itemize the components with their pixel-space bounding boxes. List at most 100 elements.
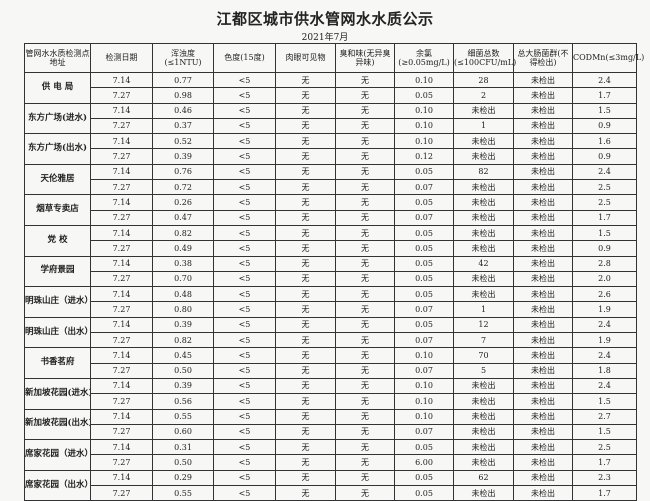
table-cell: 7.27 xyxy=(90,209,153,226)
site-name: 席家花园（进水） xyxy=(24,439,91,471)
table-cell: 6.00 xyxy=(394,454,454,471)
table-row: 党 校 7.14 0.82 <5 无无 0.05 未检出 未检出 1.5 xyxy=(24,224,637,257)
table-cell: 未检出 xyxy=(513,133,573,150)
table-cell: 0.05 xyxy=(394,87,454,104)
table-cell: 0.05 xyxy=(394,240,454,257)
table-cell: <5 xyxy=(213,301,276,318)
table-cell: 未检出 xyxy=(453,133,514,150)
table-cell: 0.77 xyxy=(152,71,214,89)
site-name: 新加坡花园(进水) xyxy=(24,377,91,410)
table-cell: 未检出 xyxy=(513,255,573,272)
table-cell: <5 xyxy=(213,71,276,89)
table-cell: 0.10 xyxy=(394,102,454,119)
table-cell: <5 xyxy=(213,163,276,181)
table-cell: 0.9 xyxy=(572,117,637,135)
column-header: 总大肠菌群(不得检出) xyxy=(513,43,573,73)
table-cell: 未检出 xyxy=(513,377,573,395)
table-cell: 0.05 xyxy=(394,286,454,303)
table-cell: 无 xyxy=(335,148,395,165)
table-cell: 7.27 xyxy=(90,454,153,471)
table-cell: <5 xyxy=(213,270,276,288)
table-cell: <5 xyxy=(213,332,276,349)
table-cell: 未检出 xyxy=(513,469,573,487)
table-cell: 0.56 xyxy=(152,393,214,410)
column-header: 余氯(≥0.05mg/L) xyxy=(394,43,454,73)
table-cell: 0.80 xyxy=(152,301,214,318)
table-cell: 无 xyxy=(335,255,395,272)
table-cell: 1.7 xyxy=(572,485,637,501)
table-cell: 未检出 xyxy=(513,408,573,425)
table-cell: 7.14 xyxy=(90,224,153,242)
table-cell: 未检出 xyxy=(513,194,573,211)
table-cell: 无 xyxy=(335,133,395,150)
table-cell: 未检出 xyxy=(513,362,573,379)
table-row: 7.27 0.49 <5 无无 0.05 未检出 未检出 0.9 xyxy=(25,240,637,257)
table-row: 7.27 0.50 <5 无无 0.07 5 未检出 1.8 xyxy=(25,362,637,379)
table-cell: 0.39 xyxy=(152,316,214,334)
table-cell: 7.27 xyxy=(90,270,153,288)
table-cell: 0.07 xyxy=(394,332,454,349)
table-cell: 无 xyxy=(335,423,395,441)
table-cell: 1 xyxy=(453,301,514,318)
table-cell: 无 xyxy=(275,102,336,119)
table-cell: 7.14 xyxy=(90,316,153,334)
column-header: 浑浊度(≤1NTU) xyxy=(152,43,214,73)
table-cell: 无 xyxy=(335,439,395,456)
table-cell: 无 xyxy=(275,286,336,303)
table-cell: 0.9 xyxy=(572,240,637,257)
table-cell: 2.8 xyxy=(572,255,637,272)
table-cell: 未检出 xyxy=(453,408,514,425)
table-cell: 0.07 xyxy=(394,362,454,379)
table-cell: 7.27 xyxy=(90,423,153,441)
table-cell: <5 xyxy=(213,377,276,395)
table-cell: 无 xyxy=(275,393,336,410)
table-cell: 0.07 xyxy=(394,179,454,196)
table-cell: 未检出 xyxy=(513,240,573,257)
table-cell: 2.5 xyxy=(572,194,637,211)
table-row: 明珠山庄（出水） 7.14 0.39 <5 无无 0.05 12 未检出 2.4 xyxy=(24,316,637,349)
table-cell: 0.39 xyxy=(152,148,214,165)
table-cell: 0.50 xyxy=(152,362,214,379)
table-row: 7.27 0.39 <5 无无 0.12 未检出 未检出 0.9 xyxy=(25,148,637,165)
table-cell: <5 xyxy=(213,87,276,104)
table-row: 7.27 0.60 <5 无无 0.07 未检出 未检出 1.5 xyxy=(25,423,637,441)
table-cell: 无 xyxy=(275,347,336,364)
table-cell: 未检出 xyxy=(513,148,573,165)
table-cell: 7.27 xyxy=(90,393,153,410)
table-cell: 7.27 xyxy=(90,117,153,135)
table-cell: 7.14 xyxy=(90,469,153,487)
table-cell: 1.5 xyxy=(572,423,637,441)
table-cell: 0.07 xyxy=(394,423,454,441)
table-cell: 未检出 xyxy=(453,148,514,165)
table-cell: 70 xyxy=(453,347,514,364)
column-header: 细菌总数(≤100CFU/mL) xyxy=(453,43,516,73)
table-cell: <5 xyxy=(213,469,276,487)
table-cell: 7 xyxy=(453,332,514,349)
table-cell: 无 xyxy=(275,209,336,226)
table-cell: 未检出 xyxy=(513,87,573,104)
site-name: 天伦雅居 xyxy=(24,163,91,196)
table-cell: <5 xyxy=(213,485,276,501)
table-row: 东方广场(进水) 7.14 0.46 <5 无无 0.10 未检出 未检出 1.5 xyxy=(24,102,637,135)
table-cell: 未检出 xyxy=(453,286,514,303)
table-cell: 0.82 xyxy=(152,332,214,349)
table-cell: 无 xyxy=(275,377,336,395)
table-row: 学府景园 7.14 0.38 <5 无无 0.05 42 未检出 2.8 xyxy=(24,255,637,288)
table-cell: 无 xyxy=(335,332,395,349)
table-cell: 7.27 xyxy=(90,485,153,501)
table-cell: 1.7 xyxy=(572,209,637,226)
table-cell: <5 xyxy=(213,224,276,242)
table-cell: 未检出 xyxy=(453,485,514,501)
table-cell: 0.10 xyxy=(394,408,454,425)
table-cell: 2.4 xyxy=(572,163,637,181)
table-cell: 无 xyxy=(275,439,336,456)
table-cell: <5 xyxy=(213,209,276,226)
table-row: 7.27 0.55 <5 无无 0.05 未检出 未检出 1.7 xyxy=(25,485,637,501)
table-cell: 无 xyxy=(275,117,336,135)
table-cell: 无 xyxy=(275,179,336,196)
table-cell: 0.98 xyxy=(152,87,214,104)
table-cell: 无 xyxy=(275,301,336,318)
table-cell: 无 xyxy=(275,87,336,104)
table-row: 席家花园（出水） 7.14 0.29 <5 无无 0.05 62 未检出 2.3 xyxy=(24,469,637,501)
table-cell: <5 xyxy=(213,240,276,257)
